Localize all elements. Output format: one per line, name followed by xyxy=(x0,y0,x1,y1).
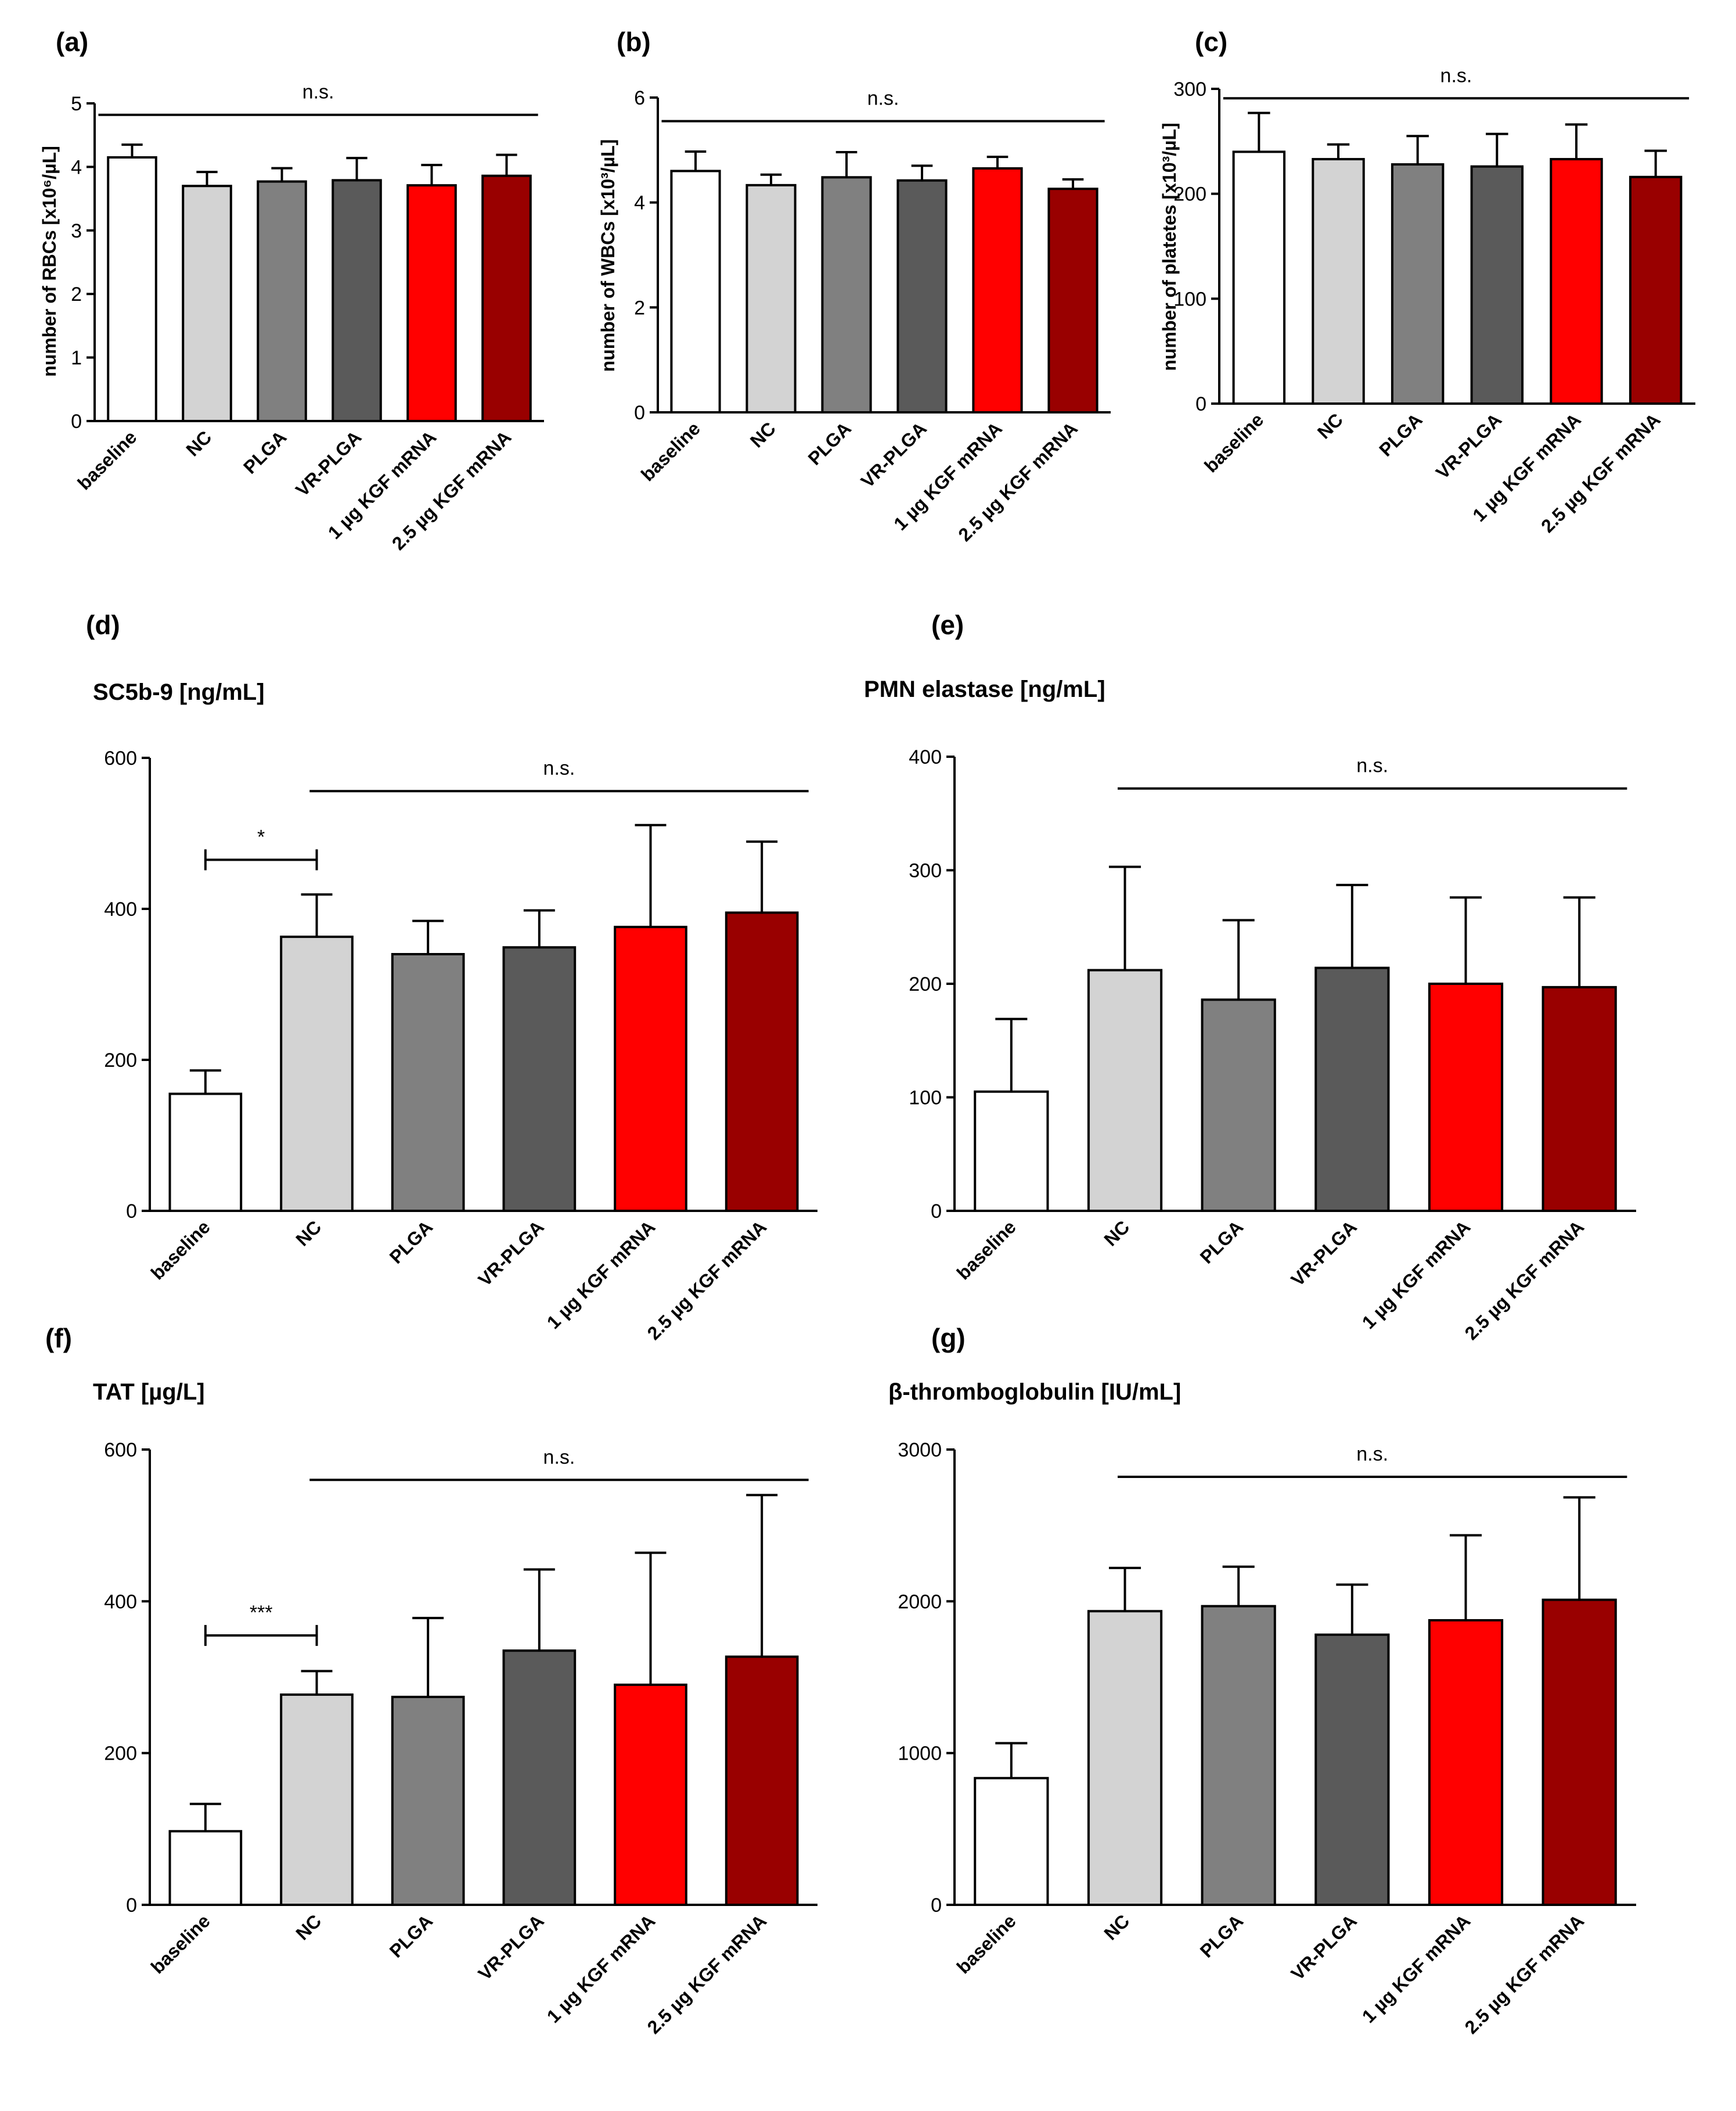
y-tick-label-d: 0 xyxy=(126,1200,137,1222)
panel-title-d: SC5b-9 [ng/mL] xyxy=(93,679,265,705)
bar-c-1 xyxy=(1312,158,1365,405)
y-tick-label-f: 600 xyxy=(104,1439,137,1461)
significance-label-b: n.s. xyxy=(867,88,899,110)
y-tick-label-e: 200 xyxy=(909,973,942,995)
y-tick-label-d: 600 xyxy=(104,747,137,769)
bar-f-3 xyxy=(502,1649,577,1906)
significance-label-d: n.s. xyxy=(543,757,575,779)
chart-panel-e: (e)PMN elastase [ng/mL]0100200300400base… xyxy=(864,610,1636,1344)
y-tick-label-c: 300 xyxy=(1173,78,1206,100)
bar-e-1 xyxy=(1087,969,1163,1213)
bar-c-2 xyxy=(1391,163,1445,405)
y-tick-label-a: 1 xyxy=(71,347,82,369)
bar-a-3 xyxy=(332,179,382,422)
y-tick-label-b: 4 xyxy=(634,192,645,214)
y-tick-label-a: 0 xyxy=(71,411,82,433)
bar-e-4 xyxy=(1428,983,1504,1212)
y-tick-label-b: 6 xyxy=(634,87,645,109)
panel-letter-a: (a) xyxy=(56,27,88,57)
bar-a-5 xyxy=(481,174,532,422)
bar-e-3 xyxy=(1314,966,1390,1212)
y-tick-label-b: 0 xyxy=(634,402,645,424)
y-tick-label-g: 0 xyxy=(931,1894,942,1916)
bar-b-4 xyxy=(972,167,1023,413)
significance-label-g: n.s. xyxy=(1356,1443,1388,1465)
bar-c-3 xyxy=(1470,165,1524,405)
y-tick-label-a: 2 xyxy=(71,283,82,305)
bar-a-0 xyxy=(107,156,157,422)
bar-g-3 xyxy=(1314,1633,1390,1906)
panel-letter-g: (g) xyxy=(931,1323,966,1353)
bar-f-4 xyxy=(614,1684,687,1906)
bar-b-0 xyxy=(670,170,721,413)
panel-letter-d: (d) xyxy=(86,610,120,640)
bar-g-5 xyxy=(1541,1598,1617,1906)
panel-letter-e: (e) xyxy=(931,610,964,640)
y-tick-label-b: 2 xyxy=(634,297,645,319)
bar-a-1 xyxy=(182,185,232,422)
chart-panel-a: (a)number of RBCs [x10⁶/µL]012345baselin… xyxy=(39,27,544,554)
y-tick-label-c: 0 xyxy=(1195,393,1206,415)
significance-label-e: n.s. xyxy=(1356,755,1388,777)
bar-b-1 xyxy=(745,184,797,413)
bar-b-5 xyxy=(1047,188,1098,413)
bar-d-2 xyxy=(391,953,465,1212)
y-tick-label-d: 200 xyxy=(104,1049,137,1071)
y-tick-label-a: 5 xyxy=(71,93,82,115)
panel-title-g: β-thromboglobulin [IU/mL] xyxy=(888,1379,1181,1405)
panel-letter-c: (c) xyxy=(1195,27,1227,57)
bar-f-2 xyxy=(391,1695,465,1907)
y-tick-label-c: 200 xyxy=(1173,184,1206,206)
y-axis-label-b: number of WBCs [x10³/µL] xyxy=(597,139,618,372)
bar-c-4 xyxy=(1550,158,1603,405)
bar-g-0 xyxy=(974,1776,1049,1906)
y-tick-label-g: 1000 xyxy=(898,1743,942,1765)
y-axis-label-a: number of RBCs [x10⁶/µL] xyxy=(39,146,60,377)
y-tick-label-c: 100 xyxy=(1173,288,1206,310)
bar-a-4 xyxy=(406,184,457,422)
bar-f-0 xyxy=(168,1830,243,1907)
panel-title-e: PMN elastase [ng/mL] xyxy=(864,677,1105,702)
bar-f-1 xyxy=(280,1693,354,1906)
panel-letter-b: (b) xyxy=(617,27,651,57)
bar-d-3 xyxy=(502,946,577,1213)
panel-letter-f: (f) xyxy=(45,1323,72,1353)
y-axis-label-c: number of platetes [x10³/µL] xyxy=(1159,123,1180,371)
panel-title-f: TAT [µg/L] xyxy=(93,1379,205,1405)
bar-d-5 xyxy=(725,911,799,1212)
y-tick-label-a: 4 xyxy=(71,156,82,178)
significance-label-f: n.s. xyxy=(543,1446,575,1468)
y-tick-label-f: 200 xyxy=(104,1743,137,1765)
bar-g-1 xyxy=(1087,1610,1163,1907)
bar-e-5 xyxy=(1541,986,1617,1212)
bar-g-2 xyxy=(1201,1605,1276,1907)
y-tick-label-d: 400 xyxy=(104,898,137,920)
bar-g-4 xyxy=(1428,1619,1504,1906)
bar-c-0 xyxy=(1232,150,1286,405)
y-tick-label-e: 400 xyxy=(909,746,942,768)
bar-b-2 xyxy=(821,176,872,413)
significance-label-c: n.s. xyxy=(1440,64,1472,87)
bar-d-1 xyxy=(280,936,354,1212)
bar-e-2 xyxy=(1201,998,1276,1212)
bar-c-5 xyxy=(1629,175,1683,405)
bar-d-0 xyxy=(168,1092,243,1212)
bar-e-0 xyxy=(974,1090,1049,1212)
y-tick-label-e: 100 xyxy=(909,1087,942,1109)
y-tick-label-e: 0 xyxy=(931,1200,942,1222)
significance-label-a: n.s. xyxy=(302,81,334,103)
bracket-label-f: *** xyxy=(250,1602,273,1624)
y-tick-label-e: 300 xyxy=(909,860,942,882)
y-tick-label-a: 3 xyxy=(71,220,82,242)
bracket-label-d: * xyxy=(257,826,265,848)
y-tick-label-g: 2000 xyxy=(898,1591,942,1613)
bar-a-2 xyxy=(257,180,307,422)
bar-d-4 xyxy=(614,926,687,1212)
bar-f-5 xyxy=(725,1655,799,1906)
bar-b-3 xyxy=(896,179,948,413)
y-tick-label-g: 3000 xyxy=(898,1439,942,1461)
y-tick-label-f: 400 xyxy=(104,1591,137,1613)
y-tick-label-f: 0 xyxy=(126,1894,137,1916)
